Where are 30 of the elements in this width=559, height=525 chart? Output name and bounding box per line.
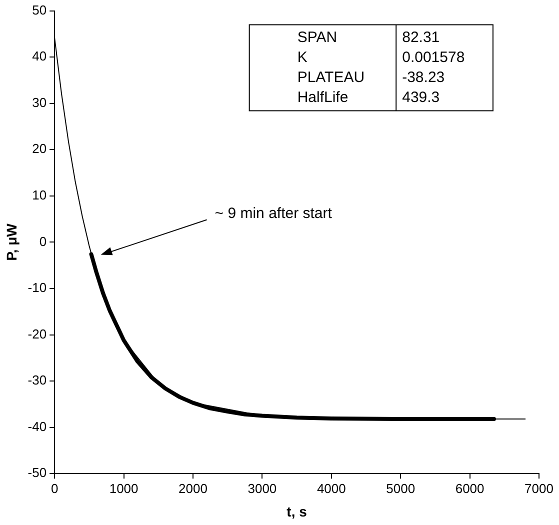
annotation: ~ 9 min after start [214,204,333,222]
y-tick-label: 10 [32,188,47,202]
y-tick-label: 40 [32,48,47,64]
x-tick-label: 5000 [386,480,416,496]
annotation: PLATEAU [297,68,365,86]
annotation: HalfLife [297,88,348,106]
x-axis-title: t, s [286,503,308,520]
y-tick-label: 50 [32,2,47,18]
x-tick-label: 3000 [248,480,277,496]
x-tick-label: 7000 [524,480,554,496]
annotation: 0.001578 [402,48,465,66]
y-tick-label: 30 [32,94,47,110]
annotation: SPAN [297,28,338,46]
x-tick-label: 4000 [316,480,346,496]
annotation: -38.23 [402,68,445,86]
y-tick-label: -40 [28,418,47,434]
x-tick-label: 6000 [455,480,484,496]
y-tick-label: 0 [39,234,47,249]
annotation: K [297,48,308,66]
x-tick-label: 0 [50,480,58,496]
annotation: 82.31 [402,28,440,46]
x-tick-label: 2000 [178,480,208,496]
y-axis-title: P, μW [3,222,20,261]
y-tick-label: 20 [32,141,47,156]
y-tick-label: -50 [28,465,47,480]
y-tick-label: -10 [28,280,47,296]
y-tick-label: -20 [28,326,47,342]
y-tick-label: -30 [28,372,47,388]
annotation: 439.3 [402,88,440,106]
x-tick-label: 1000 [109,480,138,496]
